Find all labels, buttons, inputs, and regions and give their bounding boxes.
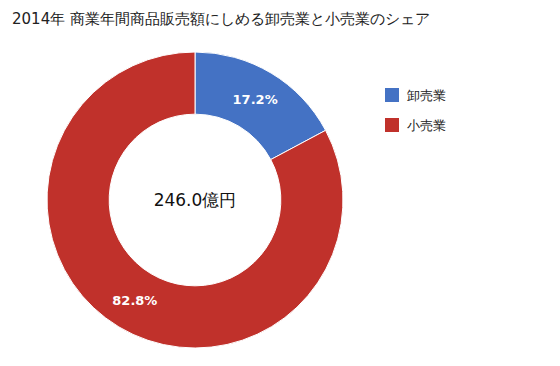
page: {"chart_data": {"type": "donut", "title"… — [0, 0, 560, 366]
legend-swatch — [385, 118, 399, 132]
legend-swatch — [385, 88, 399, 102]
slices — [47, 52, 343, 348]
legend-label: 卸売業 — [407, 88, 446, 103]
slice — [47, 52, 343, 348]
center-text: 246.0億円 — [154, 190, 237, 210]
legend: 卸売業小売業 — [385, 88, 446, 133]
data-label: 17.2% — [233, 92, 278, 107]
data-labels: 17.2% 82.8% — [112, 92, 277, 308]
chart: 2014年 商業年間商品販売額にしめる卸売業と小売業のシェア 17.2% 82.8%… — [0, 0, 560, 366]
title: 2014年 商業年間商品販売額にしめる卸売業と小売業のシェア — [12, 10, 430, 28]
legend-label: 小売業 — [407, 118, 446, 133]
data-label: 82.8% — [112, 293, 157, 308]
